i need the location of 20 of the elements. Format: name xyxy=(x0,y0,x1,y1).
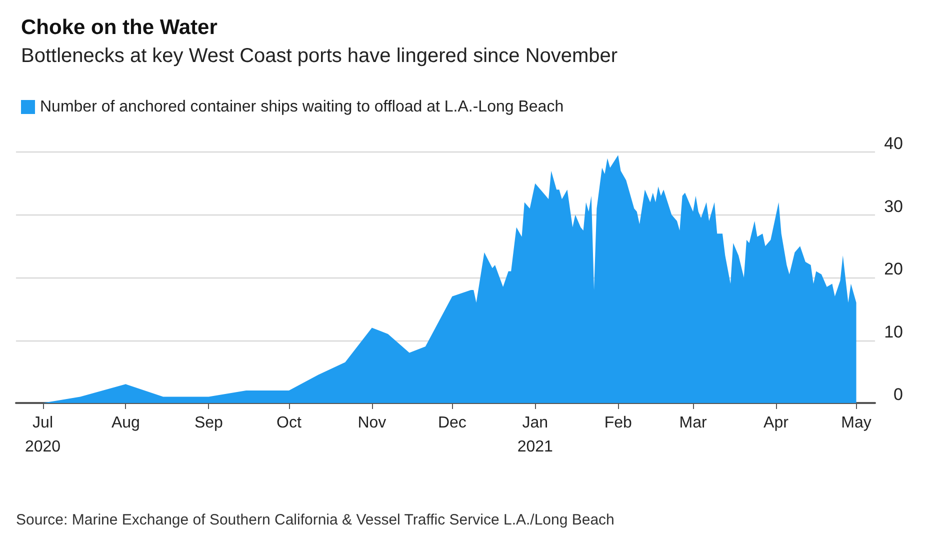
x-tick-label: May xyxy=(841,414,872,432)
x-tick-label: Jan 2021 xyxy=(517,414,554,456)
legend-label: Number of anchored container ships waiting to offload at L.A.-Long Beach xyxy=(40,98,564,116)
x-tick-label: Aug xyxy=(111,414,140,432)
y-tick-label: 20 xyxy=(884,260,903,278)
y-tick-label: 30 xyxy=(884,196,903,216)
chart-subtitle: Bottlenecks at key West Coast ports have lingered since November xyxy=(21,45,618,67)
x-tick-label: Feb xyxy=(604,414,632,432)
x-tick-label: Mar xyxy=(679,414,708,432)
x-tick-label: Dec xyxy=(438,414,466,432)
x-tick-label: Oct xyxy=(276,414,302,432)
x-tick-label: Apr xyxy=(764,414,790,432)
y-tick-label: 10 xyxy=(884,322,903,342)
y-tick-label: 40 xyxy=(884,134,903,153)
source-note: Source: Marine Exchange of Southern California & Vessel Traffic Service L.A./Long Beach xyxy=(16,512,614,528)
x-tick-label: Sep xyxy=(194,414,224,432)
y-tick-label: 0 xyxy=(894,385,903,404)
chart-title: Choke on the Water xyxy=(21,16,218,39)
x-tick-label: Jul 2020 xyxy=(24,414,61,456)
x-tick-label: Nov xyxy=(358,414,386,432)
